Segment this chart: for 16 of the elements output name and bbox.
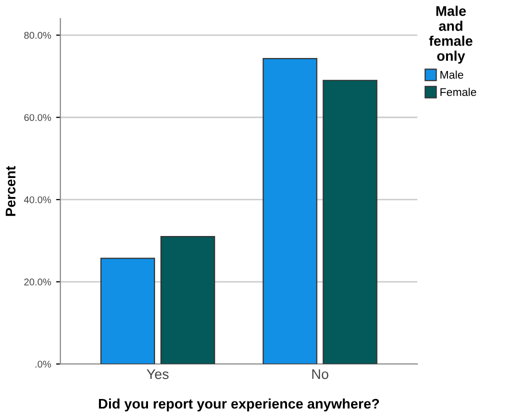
legend-label: Female	[440, 88, 476, 96]
legend-label: Male	[440, 70, 464, 79]
y-axis-title: Percent	[6, 166, 16, 216]
bar	[100, 258, 156, 364]
y-tick-label: 60.0%	[24, 114, 52, 121]
x-tick-label: Yes	[146, 369, 169, 380]
bar	[262, 58, 318, 364]
legend-title: Male and female only	[429, 6, 472, 64]
y-tick-label: 80.0%	[24, 32, 52, 39]
y-tick-label: .0%	[35, 360, 51, 368]
x-axis-title: Did you report your experience anywhere?	[98, 398, 379, 412]
bar	[322, 80, 378, 364]
bar	[160, 236, 216, 364]
y-tick-label: 20.0%	[24, 278, 52, 286]
x-tick-label: No	[312, 369, 328, 380]
y-tick-label: 40.0%	[24, 196, 52, 204]
